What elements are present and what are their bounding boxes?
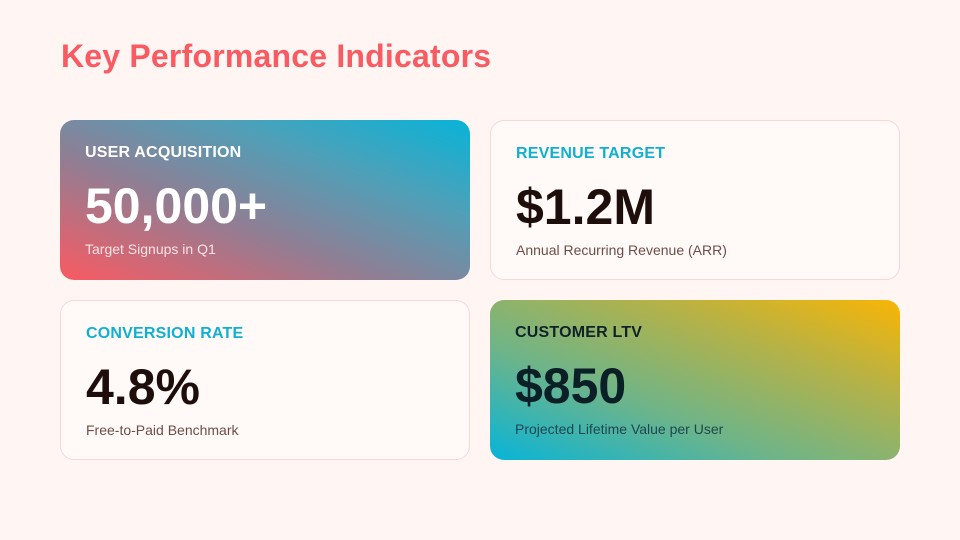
- kpi-value: 50,000+: [85, 178, 268, 234]
- kpi-label: USER ACQUISITION: [85, 144, 242, 161]
- kpi-label: CUSTOMER LTV: [515, 324, 643, 341]
- kpi-value: $1.2M: [516, 179, 655, 235]
- kpi-subtitle: Projected Lifetime Value per User: [515, 421, 724, 437]
- kpi-card-conversion-rate: CONVERSION RATE 4.8% Free-to-Paid Benchm…: [60, 300, 470, 460]
- kpi-subtitle: Free-to-Paid Benchmark: [86, 422, 239, 438]
- kpi-card-customer-ltv: CUSTOMER LTV $850 Projected Lifetime Val…: [490, 300, 900, 460]
- kpi-label: CONVERSION RATE: [86, 325, 244, 342]
- kpi-card-revenue-target: REVENUE TARGET $1.2M Annual Recurring Re…: [490, 120, 900, 280]
- kpi-value: 4.8%: [86, 359, 200, 415]
- kpi-card-user-acquisition: USER ACQUISITION 50,000+ Target Signups …: [60, 120, 470, 280]
- kpi-subtitle: Target Signups in Q1: [85, 241, 216, 257]
- slide-title: Key Performance Indicators: [61, 38, 492, 74]
- kpi-subtitle: Annual Recurring Revenue (ARR): [516, 242, 727, 258]
- kpi-label: REVENUE TARGET: [516, 145, 666, 162]
- kpi-value: $850: [515, 358, 627, 414]
